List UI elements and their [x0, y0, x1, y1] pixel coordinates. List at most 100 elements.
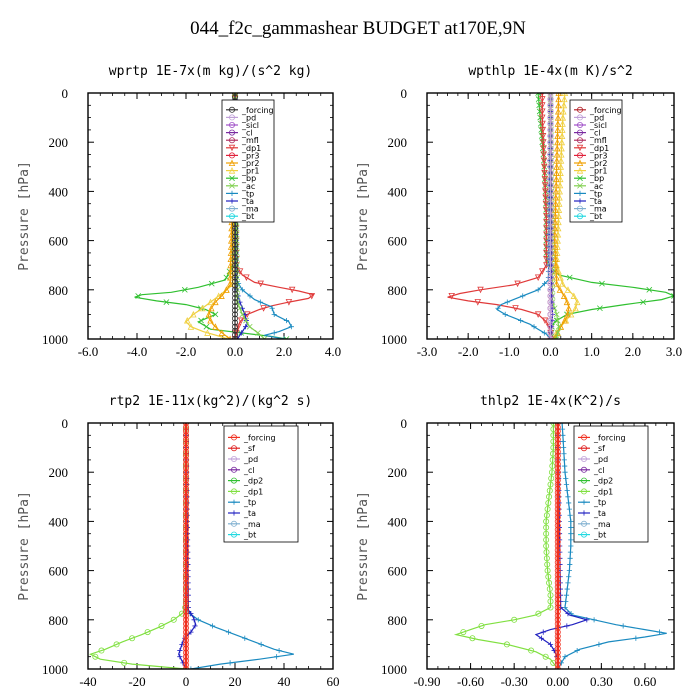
x-tick-label: 2.0 [276, 344, 292, 359]
y-tick-label: 800 [49, 613, 69, 628]
data-point-bp [135, 293, 142, 299]
data-point-pr1 [574, 298, 581, 306]
data-point-forcing [554, 661, 561, 668]
data-point-forcing [231, 225, 238, 232]
data-point-pr1 [557, 163, 565, 170]
data-point-forcing [182, 436, 189, 443]
data-point-forcing [231, 249, 238, 256]
data-point-pd [547, 206, 554, 213]
data-point-forcing [554, 489, 561, 496]
data-point-ta [547, 641, 554, 647]
series-line-dp1 [447, 93, 552, 339]
legend-marker [228, 159, 236, 166]
data-point-pr1 [207, 298, 214, 306]
legend-entry-tp: _tp [589, 189, 602, 198]
data-point-pr2 [552, 194, 560, 201]
data-point-pr2 [227, 274, 234, 281]
data-point-pr2 [555, 101, 562, 109]
x-tick-label: 40 [278, 674, 291, 689]
data-point-forcing [182, 649, 189, 656]
data-point-dp1 [539, 133, 547, 140]
data-point-bp [536, 102, 543, 109]
data-point-pd [547, 139, 554, 146]
data-point-dp1 [514, 280, 521, 288]
data-point-dp1 [503, 641, 510, 648]
legend-entry-pr3: _pr3 [241, 151, 259, 160]
data-point-forcing [554, 424, 561, 431]
data-point-forcing [182, 575, 189, 582]
data-point-tp [258, 641, 264, 647]
data-point-pd [547, 169, 554, 176]
data-point-dp1 [543, 518, 550, 525]
data-point-pr1 [556, 187, 564, 195]
data-point-dp1 [540, 151, 548, 158]
legend-entry-forcing: _forcing [589, 106, 622, 115]
legend-entry-tp: _tp [241, 189, 254, 198]
data-point-tp [535, 287, 541, 293]
data-point-pd [547, 323, 554, 330]
data-point-pd [547, 292, 554, 299]
legend-entry-ta: _ta [593, 509, 606, 518]
panel-title: rtp2 1E-11x(kg^2)/(kg^2 s) [109, 394, 313, 409]
data-point-pr1 [190, 310, 197, 318]
data-point-pr2 [560, 292, 568, 299]
data-point-tp [568, 518, 574, 524]
data-point-ta [188, 629, 194, 635]
data-point-forcing [554, 481, 561, 488]
data-point-pd [547, 231, 554, 238]
data-point-pd [547, 256, 554, 263]
data-point-dp1 [540, 145, 547, 152]
data-point-forcing [554, 501, 561, 508]
data-point-tp [568, 531, 574, 537]
data-point-forcing [231, 327, 238, 334]
data-point-pr2 [552, 212, 559, 219]
data-point-dp1 [542, 188, 549, 195]
data-point-pd [547, 182, 554, 189]
legend-entry-ac: _ac [589, 182, 603, 191]
data-point-dp1 [542, 653, 549, 660]
data-point-pr2 [555, 95, 562, 103]
legend-entry-dp2: _dp2 [593, 477, 613, 486]
data-point-forcing [231, 323, 238, 330]
legend-entry-bt: _bt [243, 531, 256, 540]
data-point-ac [553, 311, 560, 318]
data-point-bp [203, 323, 210, 330]
x-tick-label: -20 [128, 674, 145, 689]
data-point-dp1 [113, 641, 120, 648]
x-tick-label: -0.60 [457, 674, 484, 689]
data-point-forcing [183, 666, 189, 669]
data-point-pr1 [561, 93, 569, 96]
data-point-forcing [182, 510, 189, 517]
data-point-dp1 [260, 305, 267, 312]
data-point-forcing [182, 526, 189, 533]
y-tick-label: 200 [49, 135, 69, 150]
data-point-dp1 [129, 635, 136, 642]
data-point-forcing [554, 473, 561, 480]
data-point-forcing [554, 497, 561, 504]
data-point-forcing [554, 612, 561, 619]
data-point-pr1 [564, 286, 572, 293]
legend-marker [228, 106, 235, 113]
data-point-forcing [231, 262, 238, 269]
data-point-tp [620, 623, 626, 629]
data-point-dp1 [540, 139, 547, 146]
data-point-forcing [182, 579, 189, 586]
data-point-pd [547, 268, 554, 275]
legend-marker [229, 182, 235, 189]
plot-area [88, 423, 294, 669]
data-point-forcing [182, 469, 189, 476]
data-point-tp [271, 311, 277, 317]
data-point-tp [560, 438, 566, 445]
legend-entry-forcing: _forcing [593, 433, 626, 442]
data-point-tp [283, 317, 290, 324]
data-point-forcing [231, 286, 238, 293]
data-point-dp1 [539, 268, 546, 275]
y-tick-label: 1000 [42, 332, 68, 347]
data-point-pd [547, 114, 554, 121]
legend-entry-dp2: _dp2 [243, 477, 263, 486]
data-point-dp1 [543, 555, 550, 562]
data-point-forcing [554, 514, 561, 521]
data-point-forcing [554, 604, 561, 611]
data-point-forcing [554, 526, 561, 533]
legend-entry-bp: _bp [241, 174, 256, 183]
